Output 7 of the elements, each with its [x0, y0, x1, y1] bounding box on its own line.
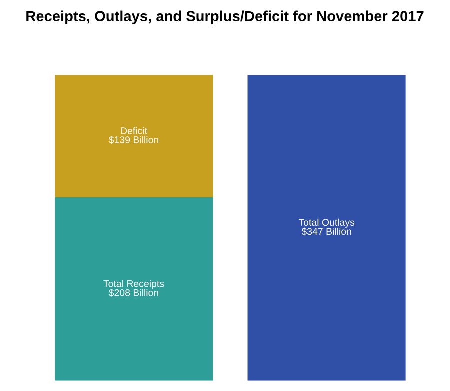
chart-title: Receipts, Outlays, and Surplus/Deficit for November 2017 [26, 10, 424, 24]
series-label: Deficit [121, 127, 148, 134]
series-label: Total Outlays [298, 218, 355, 228]
data-label: $347 Billion [302, 228, 352, 236]
series-label: Total Receipts [104, 280, 164, 290]
data-label: $208 Billion [108, 289, 158, 297]
data-label: $139 Billion [108, 136, 158, 144]
